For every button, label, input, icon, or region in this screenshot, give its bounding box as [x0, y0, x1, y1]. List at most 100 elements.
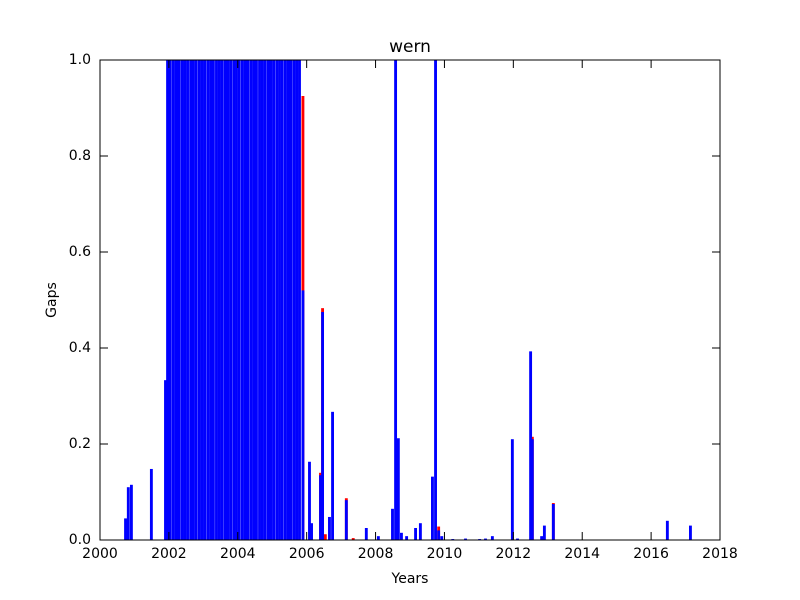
bar: [206, 60, 210, 540]
bar: [283, 60, 287, 540]
bar: [437, 530, 441, 540]
bar: [186, 60, 189, 540]
bar: [166, 60, 170, 540]
bar: [310, 523, 313, 540]
bar: [243, 60, 247, 540]
bar: [237, 60, 241, 540]
y-tick-label: 1.0: [69, 52, 91, 68]
bar: [266, 60, 270, 540]
bar: [229, 60, 233, 540]
bar: [510, 439, 514, 540]
y-tick-label: 0.4: [69, 340, 91, 356]
bar: [194, 60, 198, 540]
bar: [278, 60, 281, 540]
x-tick-label: 2018: [702, 546, 738, 562]
bar: [464, 538, 467, 540]
bar: [321, 312, 325, 540]
bar: [396, 438, 400, 540]
bar: [235, 60, 238, 540]
x-tick-label: 2016: [633, 546, 669, 562]
bar: [400, 532, 403, 540]
bar: [529, 351, 533, 540]
bar: [223, 60, 227, 540]
bar: [351, 538, 355, 540]
y-tick-label: 0.8: [69, 148, 91, 164]
bar: [249, 60, 253, 540]
bars: [124, 60, 692, 540]
bar: [275, 60, 279, 540]
bar: [220, 60, 224, 540]
x-tick-label: 2004: [220, 546, 256, 562]
bar: [434, 60, 437, 540]
x-tick-label: 2014: [564, 546, 600, 562]
bar: [344, 500, 348, 540]
bar: [484, 538, 487, 540]
bar: [240, 60, 244, 540]
bar: [258, 60, 261, 540]
y-axis-label: Gaps: [44, 282, 60, 318]
bar: [665, 520, 669, 540]
x-tick-label: 2008: [358, 546, 394, 562]
bar: [269, 60, 273, 540]
bar: [323, 534, 327, 540]
bar: [391, 508, 394, 540]
bar: [168, 60, 172, 540]
bar: [540, 536, 544, 540]
bar: [331, 411, 334, 540]
bar: [183, 60, 187, 540]
bar: [405, 536, 409, 540]
bar: [542, 525, 546, 540]
bar: [124, 518, 127, 540]
bar: [126, 487, 130, 540]
bar: [394, 60, 398, 540]
axes-frame: [99, 59, 721, 541]
y-tick-label: 0.0: [69, 532, 91, 548]
bar: [197, 60, 201, 540]
bar: [255, 60, 258, 540]
bar: [189, 60, 193, 540]
bar: [200, 60, 204, 540]
bar: [289, 60, 293, 540]
bar: [298, 60, 301, 540]
bar: [414, 528, 418, 540]
bar: [295, 60, 299, 540]
bar: [319, 475, 322, 540]
bar: [301, 290, 305, 540]
x-tick-label: 2006: [289, 546, 325, 562]
bar: [551, 504, 555, 540]
bar: [149, 468, 153, 540]
bar: [260, 60, 264, 540]
bar: [180, 60, 184, 540]
bar: [217, 60, 221, 540]
bar: [252, 60, 256, 540]
bar: [191, 60, 195, 540]
bar: [292, 60, 296, 540]
bar: [211, 60, 215, 540]
bar: [280, 60, 284, 540]
bar: [215, 60, 218, 540]
bar: [129, 484, 133, 540]
bar: [226, 60, 230, 540]
bar: [177, 60, 181, 540]
y-tick-label: 0.6: [69, 244, 91, 260]
bar: [174, 60, 178, 540]
bar: [516, 538, 519, 540]
bar: [246, 60, 250, 540]
bar: [376, 536, 380, 540]
x-tick-label: 2000: [82, 546, 118, 562]
x-axis-label: Years: [391, 571, 429, 587]
bar: [272, 60, 276, 540]
bar: [286, 60, 290, 540]
chart-title: wern: [389, 37, 431, 57]
bar: [490, 536, 494, 540]
bar: [308, 461, 311, 540]
bar: [328, 516, 331, 540]
x-tick-label: 2012: [496, 546, 532, 562]
y-tick-label: 0.2: [69, 436, 91, 452]
bar: [203, 60, 207, 540]
bar: [209, 60, 213, 540]
x-tick-label: 2002: [151, 546, 187, 562]
x-tick-label: 2010: [427, 546, 463, 562]
